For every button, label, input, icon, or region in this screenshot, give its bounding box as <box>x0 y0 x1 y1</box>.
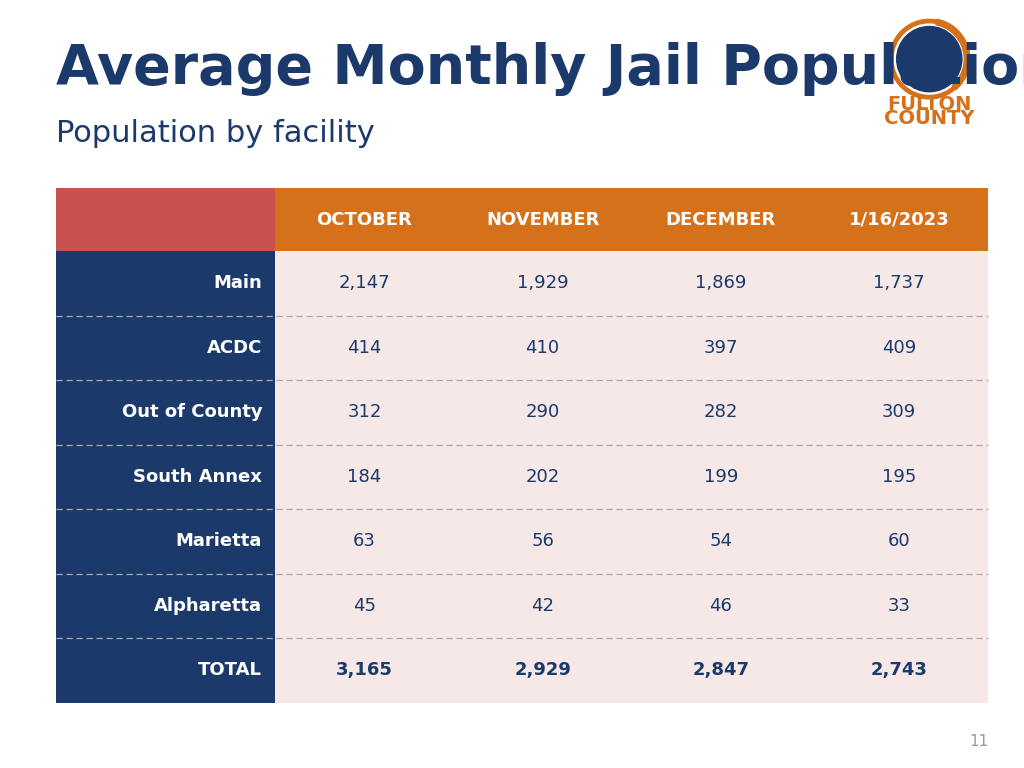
Text: 410: 410 <box>525 339 560 357</box>
Text: 184: 184 <box>347 468 382 486</box>
Text: OCTOBER: OCTOBER <box>316 210 413 229</box>
Text: 11: 11 <box>969 733 988 749</box>
Circle shape <box>897 26 962 91</box>
Text: 33: 33 <box>888 597 910 615</box>
Text: 312: 312 <box>347 403 382 422</box>
Text: Out of County: Out of County <box>122 403 262 422</box>
Text: 195: 195 <box>882 468 916 486</box>
Text: 1,737: 1,737 <box>873 274 925 293</box>
Text: 309: 309 <box>882 403 916 422</box>
Text: 54: 54 <box>710 532 732 551</box>
Text: 409: 409 <box>882 339 916 357</box>
Text: 397: 397 <box>703 339 738 357</box>
Text: 282: 282 <box>703 403 738 422</box>
Text: COUNTY: COUNTY <box>884 109 975 128</box>
Text: TOTAL: TOTAL <box>199 661 262 680</box>
Text: 46: 46 <box>710 597 732 615</box>
Text: 42: 42 <box>531 597 554 615</box>
Text: 3,165: 3,165 <box>336 661 393 680</box>
Text: Main: Main <box>213 274 262 293</box>
Text: 63: 63 <box>353 532 376 551</box>
Text: 414: 414 <box>347 339 382 357</box>
Text: Alpharetta: Alpharetta <box>155 597 262 615</box>
Text: 2,147: 2,147 <box>339 274 390 293</box>
Text: 290: 290 <box>525 403 560 422</box>
Circle shape <box>894 24 965 94</box>
Text: South Annex: South Annex <box>133 468 262 486</box>
Circle shape <box>890 19 969 99</box>
Text: 🌲: 🌲 <box>918 44 941 82</box>
Text: 45: 45 <box>353 597 376 615</box>
Text: Marietta: Marietta <box>176 532 262 551</box>
Text: 56: 56 <box>531 532 554 551</box>
Text: Population by facility: Population by facility <box>56 119 375 148</box>
Text: 1/16/2023: 1/16/2023 <box>849 210 949 229</box>
FancyBboxPatch shape <box>882 15 977 127</box>
Text: 60: 60 <box>888 532 910 551</box>
Text: FULTON: FULTON <box>887 95 972 114</box>
Text: Average Monthly Jail Population: Average Monthly Jail Population <box>56 42 1024 96</box>
Text: DECEMBER: DECEMBER <box>666 210 776 229</box>
Text: 199: 199 <box>703 468 738 486</box>
Text: 2,847: 2,847 <box>692 661 750 680</box>
Text: NOVEMBER: NOVEMBER <box>486 210 599 229</box>
Text: 1,869: 1,869 <box>695 274 746 293</box>
Text: 1,929: 1,929 <box>517 274 568 293</box>
Text: 2,743: 2,743 <box>870 661 928 680</box>
Text: 2,929: 2,929 <box>514 661 571 680</box>
Text: 202: 202 <box>525 468 560 486</box>
Text: ACDC: ACDC <box>207 339 262 357</box>
